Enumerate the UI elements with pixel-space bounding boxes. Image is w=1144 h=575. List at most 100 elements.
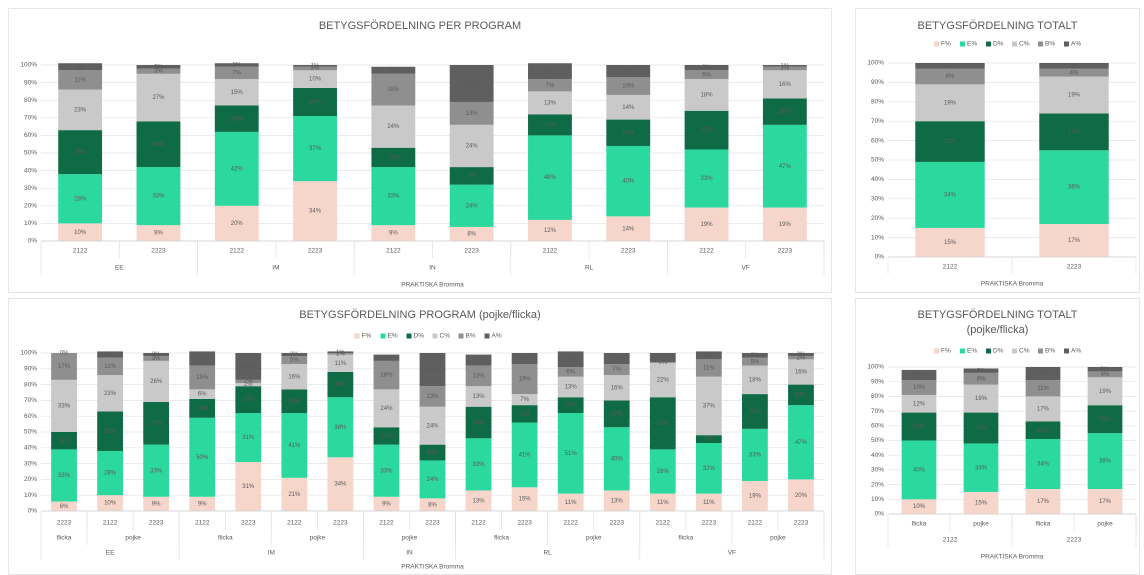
x-category-label: flicka: [912, 521, 927, 528]
data-label: 6%: [566, 370, 575, 376]
data-label: 10%: [104, 501, 117, 507]
data-label: 14%: [622, 105, 635, 111]
data-label: 7%: [474, 358, 483, 364]
bar-segment: [1087, 433, 1123, 490]
bar-segment: [419, 406, 446, 445]
bar-segment: [371, 66, 416, 74]
bar-segment: [511, 487, 538, 511]
data-label: 5%: [290, 358, 299, 364]
data-label: 33%: [58, 404, 71, 410]
data-label: 11%: [58, 438, 70, 444]
legend-swatch: [406, 333, 412, 339]
data-label: 37%: [703, 404, 716, 410]
bar-segment: [465, 406, 492, 439]
x-category-label: 2223: [1067, 537, 1082, 544]
bar-segment: [606, 65, 651, 78]
y-tick-label: 80%: [871, 393, 884, 400]
chart: 0% 10% 20% 30% 40% 50% 60% 70% 80% 90% 100% F% E% D% C…: [867, 41, 1137, 288]
data-label: 2%: [781, 66, 790, 72]
x-category-label: 2122: [943, 264, 958, 271]
data-label: 16%: [795, 370, 808, 376]
bar-segment: [1087, 367, 1123, 372]
x-category-label: EE: [106, 550, 115, 557]
bar-segment: [762, 207, 807, 241]
bar-segment: [136, 225, 181, 241]
data-label: 19%: [1068, 129, 1081, 135]
bar-segment: [603, 490, 630, 511]
x-category-label: 2223: [149, 520, 164, 527]
bar-segment: [97, 375, 123, 412]
bar-segment: [419, 460, 446, 499]
x-category-label: flicka: [494, 535, 509, 542]
y-tick-label: 20%: [24, 476, 37, 483]
data-label: 17%: [242, 364, 255, 370]
data-label: 2%: [797, 355, 806, 361]
bar-segment: [371, 73, 416, 106]
legend-label: E%: [967, 41, 977, 48]
bar-segment: [371, 147, 416, 168]
bar-segment: [649, 449, 676, 494]
data-label: 33%: [749, 452, 762, 458]
data-label: 2%: [244, 382, 253, 388]
bar-segment: [695, 376, 722, 436]
bar-segment: [465, 386, 492, 407]
bar-segment: [143, 444, 170, 497]
data-label: 17%: [1068, 238, 1081, 244]
data-label: 11%: [104, 364, 116, 370]
chart-panel: BETYGSFÖRDELNING TOTALT (pojke/flicka) 0%…: [855, 298, 1140, 575]
y-tick-label: 0%: [28, 508, 38, 515]
bar-segment: [963, 384, 999, 413]
data-label: 7%: [232, 70, 241, 76]
data-label: 33%: [657, 421, 670, 427]
bar-segment: [963, 412, 999, 444]
x-category-label: 2223: [57, 520, 72, 527]
data-label: 7%: [546, 83, 555, 89]
y-tick-label: 80%: [24, 97, 37, 104]
data-label: 48%: [544, 175, 557, 181]
y-tick-label: 50%: [24, 150, 37, 157]
data-label: 4%: [1101, 372, 1110, 378]
bar-segment: [557, 397, 584, 414]
y-tick-label: 80%: [24, 381, 37, 388]
data-label: 24%: [466, 144, 479, 150]
bar-segment: [511, 422, 538, 488]
bar-segment: [649, 353, 676, 363]
bar-segment: [557, 351, 584, 368]
y-tick-label: 30%: [24, 185, 37, 192]
bar-segment: [58, 130, 103, 175]
data-label: 20%: [473, 420, 486, 426]
data-label: 16%: [611, 385, 624, 391]
data-label: 18%: [701, 92, 714, 98]
legend-swatch: [1038, 41, 1043, 47]
data-label: 20%: [231, 221, 244, 227]
data-label: 8%: [428, 502, 437, 508]
bar-segment: [915, 227, 985, 257]
bar-segment: [901, 369, 937, 381]
data-label: 15%: [288, 399, 301, 405]
legend-label: F%: [941, 41, 951, 48]
legend-swatch: [458, 333, 464, 339]
bar-segment: [189, 389, 216, 399]
data-label: 8%: [467, 232, 476, 238]
x-category-label: 2122: [230, 248, 245, 255]
data-label: 40%: [622, 179, 635, 185]
chart-title: BETYGSFÖRDELNING PER PROGRAM: [318, 20, 522, 32]
bar-segment: [788, 405, 814, 480]
y-tick-label: 50%: [24, 429, 37, 436]
data-label: 24%: [380, 406, 393, 412]
data-label: 12%: [196, 406, 209, 412]
bar-segment: [511, 394, 538, 406]
bar-segment: [695, 435, 722, 444]
bar-segment: [511, 353, 538, 365]
bar-segment: [136, 167, 181, 226]
data-label: 9%: [389, 231, 398, 237]
data-label: 11%: [703, 500, 715, 506]
bar-segment: [293, 70, 337, 88]
data-label: 16%: [309, 100, 322, 106]
legend-label: D%: [993, 348, 1004, 355]
bar-segment: [136, 65, 181, 69]
data-label: 3%: [154, 69, 163, 75]
bar-segment: [143, 360, 170, 402]
bar-segment: [963, 443, 999, 492]
y-tick-label: 60%: [24, 413, 37, 420]
